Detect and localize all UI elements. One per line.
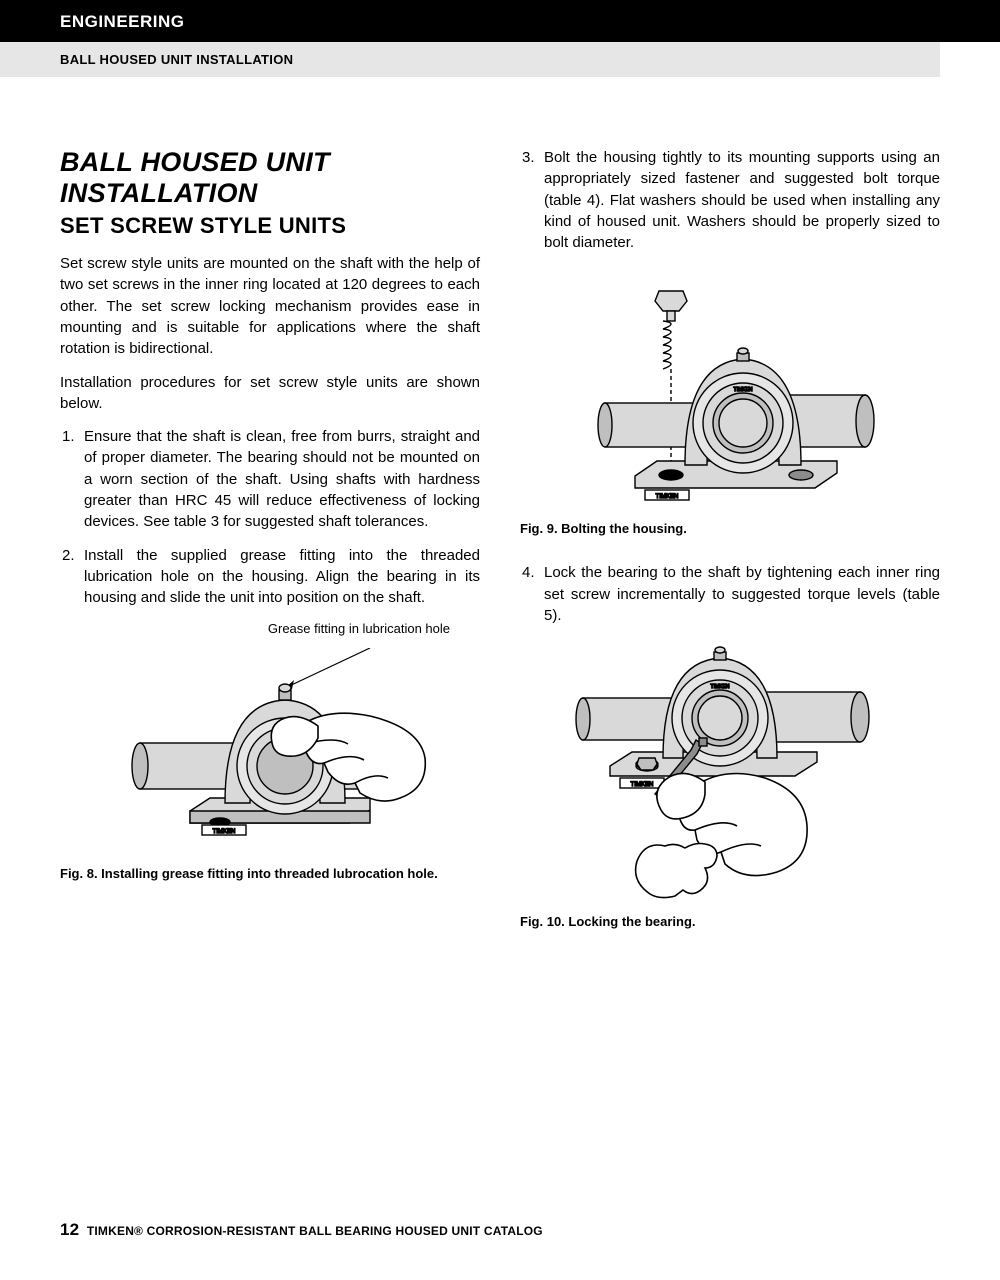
svg-text:TIMKEN: TIMKEN bbox=[734, 387, 753, 393]
step-2: Install the supplied grease fitting into… bbox=[78, 545, 480, 609]
intro-paragraph-1: Set screw style units are mounted on the… bbox=[60, 253, 480, 359]
fig8-caption: Fig. 8. Installing grease fitting into t… bbox=[60, 866, 480, 881]
steps-list-right-2: Lock the bearing to the shaft by tighten… bbox=[520, 562, 940, 626]
fig8-annotation: Grease fitting in lubrication hole bbox=[60, 621, 480, 636]
left-column: BALL HOUSED UNIT INSTALLATION SET SCREW … bbox=[60, 147, 480, 949]
steps-list-right-1: Bolt the housing tightly to its mounting… bbox=[520, 147, 940, 253]
intro-paragraph-2: Installation procedures for set screw st… bbox=[60, 372, 480, 415]
page-title: BALL HOUSED UNIT INSTALLATION bbox=[60, 147, 480, 209]
fig9-caption: Fig. 9. Bolting the housing. bbox=[520, 521, 940, 536]
step-4: Lock the bearing to the shaft by tighten… bbox=[538, 562, 940, 626]
footer-text: TIMKEN® CORROSION-RESISTANT BALL BEARING… bbox=[87, 1224, 543, 1238]
footer: 12 TIMKEN® CORROSION-RESISTANT BALL BEAR… bbox=[60, 1220, 543, 1240]
svg-text:TIMKEN: TIMKEN bbox=[631, 782, 654, 788]
right-column: Bolt the housing tightly to its mounting… bbox=[520, 147, 940, 949]
figure-8: TIMKEN bbox=[60, 648, 480, 858]
steps-list-left: Ensure that the shaft is clean, free fro… bbox=[60, 426, 480, 608]
svg-text:TIMKEN: TIMKEN bbox=[711, 684, 730, 690]
header-subsection: BALL HOUSED UNIT INSTALLATION bbox=[0, 42, 940, 77]
step-1: Ensure that the shaft is clean, free fro… bbox=[78, 426, 480, 532]
step-3: Bolt the housing tightly to its mounting… bbox=[538, 147, 940, 253]
figure-10: TIMKEN TIMKEN bbox=[520, 646, 940, 906]
fig10-caption: Fig. 10. Locking the bearing. bbox=[520, 914, 940, 929]
figure-9: TIMKEN TIMKEN bbox=[520, 283, 940, 513]
header-section: ENGINEERING bbox=[0, 0, 1000, 42]
page-subtitle: SET SCREW STYLE UNITS bbox=[60, 213, 480, 239]
page-number: 12 bbox=[60, 1220, 79, 1239]
content-area: BALL HOUSED UNIT INSTALLATION SET SCREW … bbox=[0, 77, 1000, 949]
svg-text:TIMKEN: TIMKEN bbox=[213, 829, 236, 835]
svg-text:TIMKEN: TIMKEN bbox=[656, 494, 679, 500]
